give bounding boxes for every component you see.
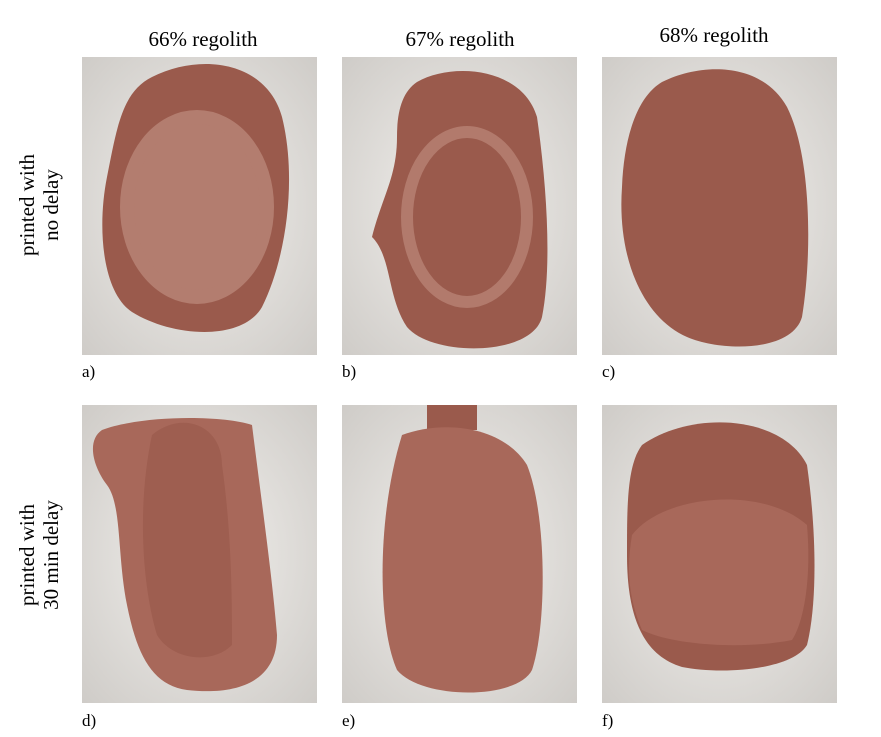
- panel-label: d): [82, 711, 96, 730]
- photo: [342, 405, 577, 703]
- panel-label: f): [602, 711, 613, 730]
- row-label-line: printed with: [15, 503, 39, 606]
- row-label: printed with no delay: [15, 153, 63, 256]
- row-label: printed with 30 min delay: [15, 500, 63, 610]
- panel-label: e): [342, 711, 355, 730]
- panel-label: c): [602, 362, 615, 381]
- row-label-line: printed with: [15, 153, 39, 256]
- row-label-line: 30 min delay: [39, 500, 63, 610]
- photo: [342, 57, 577, 355]
- row-label-line: no delay: [39, 169, 63, 241]
- photo: [82, 57, 317, 355]
- column-header: 67% regolith: [405, 27, 515, 51]
- photo: [82, 405, 317, 703]
- photo: [602, 405, 837, 703]
- panel-label: a): [82, 362, 95, 381]
- column-header: 66% regolith: [148, 27, 258, 51]
- photo: [602, 57, 837, 355]
- panel-label: b): [342, 362, 356, 381]
- column-header: 68% regolith: [659, 23, 769, 47]
